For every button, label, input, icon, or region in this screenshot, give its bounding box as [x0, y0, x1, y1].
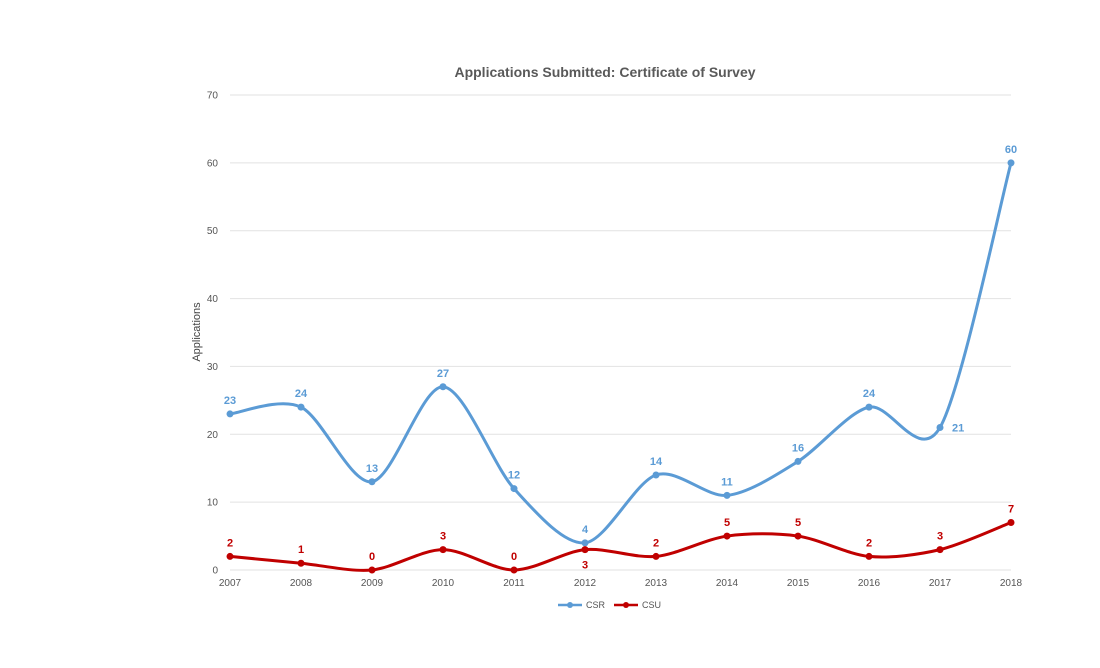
data-point-csu [723, 532, 731, 540]
x-tick-label: 2007 [219, 578, 242, 589]
legend-label-csu: CSU [642, 600, 661, 610]
data-point-csr [368, 478, 376, 486]
data-label-csr: 21 [952, 423, 964, 435]
data-point-csr [936, 424, 944, 431]
grid-layer [230, 94, 1011, 571]
y-tick-label: 20 [207, 430, 219, 441]
data-point-csr [794, 457, 802, 465]
x-tick-label: 2009 [361, 578, 384, 589]
y-tick-label: 70 [207, 91, 219, 102]
data-label-csu: 3 [582, 560, 588, 572]
data-point-csr [226, 410, 234, 418]
y-tick-layer: 0 10 20 30 40 50 60 70 [207, 91, 219, 577]
x-tick-label: 2012 [574, 578, 597, 589]
data-label-csu: 3 [937, 531, 943, 543]
x-tick-label: 2016 [858, 578, 881, 589]
data-point-csu [510, 566, 518, 574]
y-tick-label: 50 [207, 226, 219, 237]
x-tick-label: 2010 [432, 578, 455, 589]
data-point-csr [510, 485, 518, 493]
data-label-csr: 13 [366, 463, 378, 475]
data-point-csr [652, 471, 660, 479]
data-label-csr: 16 [792, 442, 804, 454]
x-tick-label: 2013 [645, 578, 668, 589]
data-label-csr: 23 [224, 395, 236, 407]
data-label-csr: 14 [650, 456, 663, 468]
data-label-csu: 7 [1008, 504, 1014, 516]
data-point-csu [865, 552, 873, 560]
legend-label-csr: CSR [586, 600, 606, 610]
y-tick-label: 30 [207, 362, 219, 373]
legend-item-csu: CSU [614, 600, 661, 610]
x-tick-label: 2015 [787, 578, 810, 589]
data-label-csu: 2 [653, 537, 659, 549]
series-line-csu [228, 521, 1013, 572]
legend: CSR CSU [558, 600, 661, 610]
x-tick-label: 2011 [503, 578, 525, 589]
data-point-csr [723, 491, 731, 499]
x-tick-label: 2014 [716, 578, 739, 589]
data-label-csr: 11 [721, 476, 733, 488]
data-label-csu: 0 [511, 551, 517, 563]
y-tick-label: 10 [207, 498, 219, 509]
data-label-csu: 2 [227, 537, 233, 549]
data-point-csu [439, 546, 447, 554]
data-label-csr: 27 [437, 368, 449, 380]
data-label-csu: 5 [795, 517, 801, 529]
data-point-csr [581, 539, 589, 547]
data-point-csr [439, 383, 447, 391]
data-point-csu [226, 552, 234, 560]
data-label-csr: 24 [295, 388, 308, 400]
data-point-csu [297, 559, 305, 567]
data-label-csu: 5 [724, 517, 730, 529]
data-point-csu [1007, 519, 1015, 526]
y-tick-label: 0 [212, 566, 218, 577]
data-label-csr: 24 [863, 388, 876, 400]
chart-title: Applications Submitted: Certificate of S… [454, 64, 755, 80]
x-tick-label: 2018 [1000, 578, 1023, 589]
y-tick-label: 60 [207, 158, 219, 169]
data-point-csr [865, 403, 873, 411]
y-axis-label: Applications [191, 302, 203, 362]
data-point-csu [368, 566, 376, 574]
data-point-csr [1007, 159, 1015, 167]
series-line-csr [228, 161, 1013, 545]
data-point-csu [652, 552, 660, 560]
x-tick-layer: 2007 2008 2009 2010 2011 2012 2013 2014 2015 2016… [219, 578, 1023, 589]
data-label-csr: 60 [1005, 144, 1017, 156]
legend-item-csr: CSR [558, 600, 606, 610]
data-point-csu [581, 546, 589, 554]
x-tick-label: 2017 [929, 578, 952, 589]
legend-marker-csu [623, 602, 629, 608]
data-label-csu: 3 [440, 531, 446, 543]
data-label-csu: 1 [298, 544, 304, 556]
data-label-csr: 4 [582, 524, 589, 536]
data-point-csu [936, 546, 944, 554]
data-point-csu [794, 532, 802, 540]
data-label-csu: 2 [866, 537, 872, 549]
data-point-csr [297, 403, 305, 411]
series-layer [226, 159, 1015, 574]
x-tick-label: 2008 [290, 578, 313, 589]
legend-marker-csr [567, 602, 573, 608]
data-label-csr: 12 [508, 470, 520, 482]
y-tick-label: 40 [207, 294, 219, 305]
data-label-csu: 0 [369, 551, 375, 563]
